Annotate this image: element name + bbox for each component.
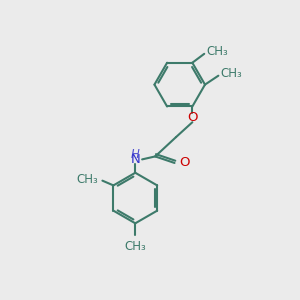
- Text: H: H: [131, 148, 140, 160]
- Text: O: O: [187, 111, 198, 124]
- Text: CH₃: CH₃: [220, 67, 242, 80]
- Text: CH₃: CH₃: [76, 173, 98, 186]
- Text: O: O: [179, 157, 190, 169]
- Text: CH₃: CH₃: [124, 240, 146, 253]
- Text: CH₃: CH₃: [206, 45, 228, 58]
- Text: N: N: [130, 153, 140, 166]
